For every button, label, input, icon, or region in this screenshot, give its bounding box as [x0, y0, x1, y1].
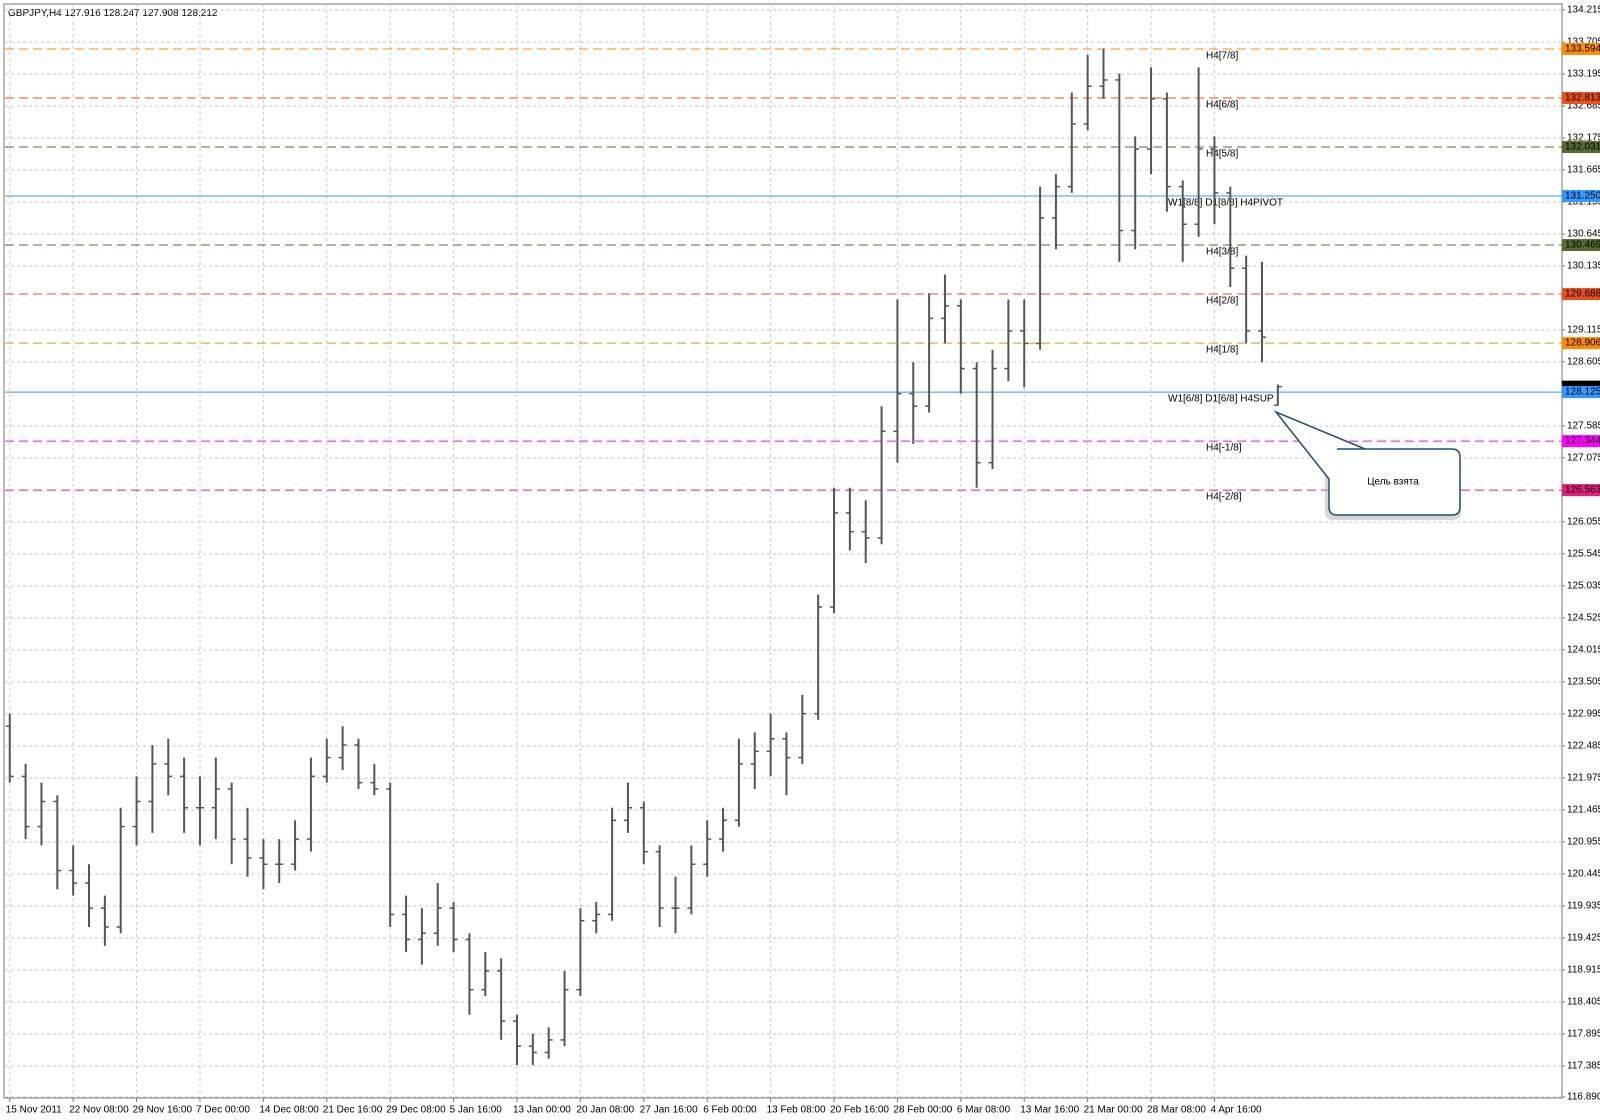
level-price-label: 127.344	[1565, 436, 1600, 447]
level-price-tag	[1562, 239, 1600, 252]
x-tick-label: 20 Jan 08:00	[576, 1105, 634, 1116]
y-tick-label: 124.015	[1567, 645, 1600, 656]
y-tick-label: 121.465	[1567, 805, 1600, 816]
y-tick-label: 125.035	[1567, 581, 1600, 592]
x-tick-label: 13 Feb 08:00	[767, 1105, 826, 1116]
y-tick-label: 130.135	[1567, 261, 1600, 272]
level-price-tag	[1562, 42, 1600, 55]
y-tick-label: 127.585	[1567, 421, 1600, 432]
level-price-label: 132.813	[1565, 93, 1600, 104]
level-price-tag	[1562, 484, 1600, 497]
level-price-label: 131.250	[1565, 191, 1600, 202]
y-tick-label: 133.195	[1567, 69, 1600, 80]
y-tick-label: 116.890	[1567, 1092, 1600, 1103]
y-tick-label: 120.445	[1567, 869, 1600, 880]
x-tick-label: 27 Jan 16:00	[640, 1105, 698, 1116]
header-close: 128.212	[181, 8, 218, 19]
annotation: Цель взята	[1273, 410, 1461, 520]
x-tick-label: 28 Mar 08:00	[1147, 1105, 1206, 1116]
level-price-tag	[1562, 288, 1600, 301]
level-price-label: 128.906	[1565, 338, 1600, 349]
x-tick-label: 21 Mar 00:00	[1084, 1105, 1143, 1116]
x-tick-label: 13 Mar 16:00	[1020, 1105, 1079, 1116]
x-tick-label: 21 Dec 16:00	[323, 1105, 383, 1116]
level-price-tag	[1562, 190, 1600, 203]
level-price-tag	[1562, 91, 1600, 104]
y-tick-label: 122.485	[1567, 741, 1600, 752]
y-tick-label: 127.075	[1567, 453, 1600, 464]
callout	[1273, 410, 1461, 516]
level-price-label: 132.031	[1565, 142, 1600, 153]
x-tick-label: 29 Nov 16:00	[133, 1105, 193, 1116]
y-tick-label: 117.895	[1567, 1029, 1600, 1040]
header-low: 127.908	[142, 8, 179, 19]
y-tick-label: 120.955	[1567, 837, 1600, 848]
y-tick-label: 126.055	[1567, 517, 1600, 528]
y-tick-label: 122.995	[1567, 709, 1600, 720]
level-price-tag	[1562, 435, 1600, 448]
header-open: 127.916	[65, 8, 102, 19]
x-tick-label: 14 Dec 08:00	[259, 1105, 319, 1116]
y-tick-label: 130.645	[1567, 229, 1600, 240]
level-label: H4[-1/8]	[1206, 443, 1242, 454]
x-tick-label: 7 Dec 00:00	[196, 1105, 250, 1116]
x-tick-label: 28 Feb 00:00	[893, 1105, 952, 1116]
y-tick-label: 134.215	[1567, 5, 1600, 16]
levels: H4[7/8] H4[6/8] H4[5/8] W1[8/8] D1[8/8] H4P…	[5, 48, 1562, 503]
x-tick-label: 22 Nov 08:00	[69, 1105, 129, 1116]
y-tick-label: 132.685	[1567, 101, 1600, 112]
y-tick-label: 123.505	[1567, 677, 1600, 688]
level-price-label: 128.125	[1565, 387, 1600, 398]
x-tick-label: 15 Nov 2011	[6, 1105, 62, 1116]
y-tick-label: 119.935	[1567, 901, 1600, 912]
header-high: 128.247	[103, 8, 140, 19]
bars	[5, 48, 1282, 1066]
level-price-label: 133.594	[1565, 44, 1600, 55]
level-label: H4[-2/8]	[1206, 492, 1242, 503]
axes: 134.215 133.705 133.195 132.685 132.175 131.6…	[6, 5, 1600, 1116]
level-price-label: 129.688	[1565, 289, 1600, 300]
callout-text: Цель взята	[1367, 477, 1419, 488]
y-tick-label: 133.705	[1567, 37, 1600, 48]
level-price-label: 130.469	[1565, 240, 1600, 251]
header: GBPJPY,H4 127.916 128.247 127.908 128.21…	[8, 8, 218, 19]
y-tick-label: 119.425	[1567, 933, 1600, 944]
y-tick-label: 128.605	[1567, 357, 1600, 368]
level-price-tag	[1562, 141, 1600, 154]
x-tick-label: 13 Jan 00:00	[513, 1105, 571, 1116]
y-tick-label: 129.115	[1567, 325, 1600, 336]
level-price-tag	[1562, 337, 1600, 350]
plot-frame	[3, 3, 1563, 1099]
y-tick-label: 125.545	[1567, 549, 1600, 560]
y-tick-label: 117.385	[1567, 1061, 1600, 1072]
x-tick-label: 29 Dec 08:00	[386, 1105, 446, 1116]
y-tick-label: 132.175	[1567, 133, 1600, 144]
x-tick-label: 4 Apr 16:00	[1210, 1105, 1262, 1116]
y-tick-label: 131.665	[1567, 165, 1600, 176]
level-price-label: 126.563	[1565, 485, 1600, 496]
level-label: H4[1/8]	[1206, 345, 1238, 356]
y-tick-label: 118.405	[1567, 997, 1600, 1008]
level-label: H4[7/8]	[1206, 51, 1238, 62]
x-tick-label: 5 Jan 16:00	[450, 1105, 503, 1116]
x-tick-label: 6 Mar 08:00	[957, 1105, 1011, 1116]
level-label: W1[8/8] D1[8/8] H4PIVOT	[1168, 198, 1283, 209]
y-tick-label: 121.975	[1567, 773, 1600, 784]
level-label: H4[3/8]	[1206, 247, 1238, 258]
y-tick-label: 131.155	[1567, 197, 1600, 208]
x-tick-label: 6 Feb 00:00	[703, 1105, 757, 1116]
x-tick-label: 20 Feb 16:00	[830, 1105, 889, 1116]
level-label: H4[5/8]	[1206, 149, 1238, 160]
grid	[5, 4, 1562, 1098]
level-label: H4[2/8]	[1206, 296, 1238, 307]
symbol: GBPJPY,H4	[8, 8, 62, 19]
level-label: W1[6/8] D1[6/8] H4SUP	[1168, 394, 1274, 405]
level-label: H4[6/8]	[1206, 100, 1238, 111]
y-tick-label: 118.915	[1567, 965, 1600, 976]
level-price-tag	[1562, 386, 1600, 399]
y-tick-label: 124.525	[1567, 613, 1600, 624]
